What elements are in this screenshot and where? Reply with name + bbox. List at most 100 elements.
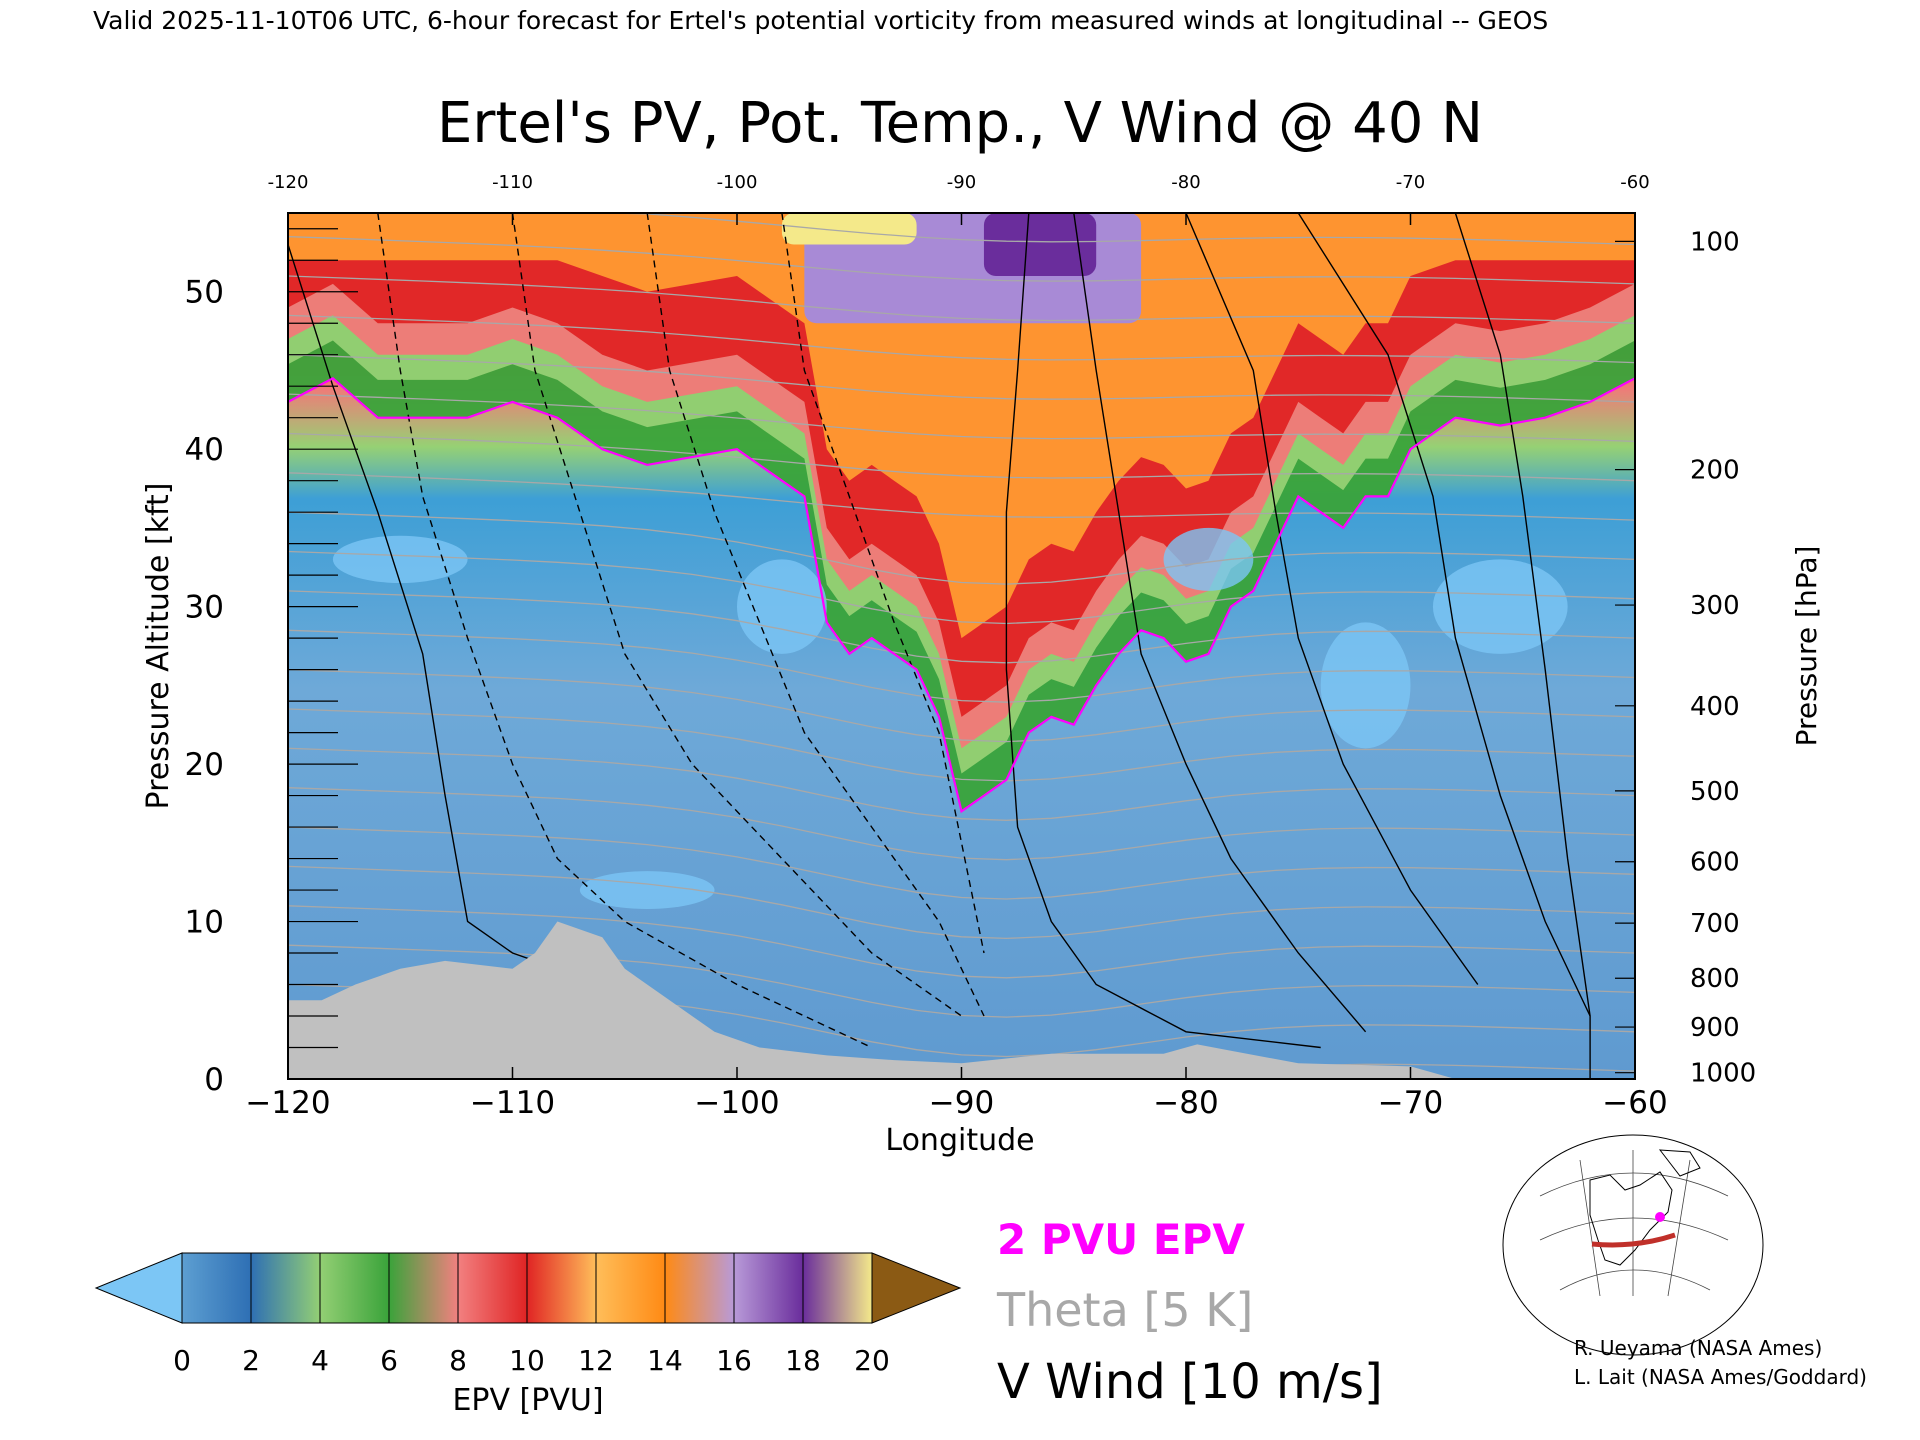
pressure-tick-label: 800 <box>1690 964 1740 994</box>
theta-isentrope <box>288 354 1635 403</box>
x-tick-label: −70 <box>1378 1085 1443 1121</box>
colorbar-tick-label: 0 <box>173 1344 191 1377</box>
theta-isentrope <box>288 787 1635 861</box>
theta-isentrope <box>288 747 1635 821</box>
x-tick-label: −80 <box>1153 1085 1218 1121</box>
v-wind-contour-negative <box>781 213 985 954</box>
colorbar-label: EPV [PVU] <box>452 1383 603 1418</box>
v-wind-contour-negative <box>377 213 872 1049</box>
colorbar-tick-label: 20 <box>854 1344 890 1377</box>
x-tick-label: −110 <box>470 1085 555 1121</box>
theta-isentrope <box>288 275 1635 324</box>
colorbar-tick-label: 12 <box>578 1344 614 1377</box>
x-tick-label-top: -100 <box>717 172 758 193</box>
y-axis-label: Pressure Altitude [kft] <box>141 483 176 810</box>
theta-isentrope <box>288 511 1635 585</box>
epv-core-yellow <box>781 213 917 245</box>
theta-isentrope <box>288 213 1635 246</box>
credit-line-1: R. Ueyama (NASA Ames) <box>1574 1336 1822 1360</box>
colorbar-under-arrow <box>94 1252 183 1324</box>
legend-entry: Theta [5 K] <box>996 1283 1253 1337</box>
x-tick-label-top: -60 <box>1620 172 1649 193</box>
v-wind-contour <box>1073 213 1367 1033</box>
theta-isentrope <box>288 472 1635 521</box>
colorbar-segment <box>250 1252 321 1324</box>
v-wind-contour-negative <box>646 213 985 1017</box>
pressure-tick-label: 400 <box>1690 692 1740 722</box>
low-epv-patch <box>1432 559 1568 654</box>
y-tick-label: 20 <box>185 747 224 783</box>
colorbar-segment <box>319 1252 390 1324</box>
colorbar-tick-label: 14 <box>647 1344 683 1377</box>
colorbar-tick-label: 6 <box>380 1344 398 1377</box>
x-axis-label: Longitude <box>885 1123 1034 1158</box>
low-epv-patch <box>1320 622 1411 749</box>
theta-isentrope <box>288 668 1635 743</box>
colorbar-segment <box>457 1252 528 1324</box>
low-epv-patch <box>332 535 468 584</box>
colorbar-segment <box>733 1252 804 1324</box>
colorbar-tick-label: 16 <box>716 1344 752 1377</box>
pressure-tick-label: 200 <box>1690 456 1740 486</box>
theta-isentrope <box>288 432 1635 482</box>
pressure-tick-label: 300 <box>1690 591 1740 621</box>
map-section-line <box>1591 1232 1676 1248</box>
terrain <box>288 921 1635 1079</box>
y-tick-label: 30 <box>185 590 224 626</box>
theta-isentrope <box>288 550 1635 625</box>
theta-isentrope <box>288 235 1635 285</box>
y-tick-label: 0 <box>204 1062 224 1098</box>
x-tick-label: −90 <box>929 1085 994 1121</box>
pressure-tick-label: 100 <box>1690 227 1740 257</box>
theta-isentrope <box>288 629 1635 703</box>
map-marker <box>1655 1212 1665 1222</box>
colorbar-tick-label: 18 <box>785 1344 821 1377</box>
pressure-tick-label: 900 <box>1690 1013 1740 1043</box>
low-epv-patch <box>737 559 827 654</box>
low-epv-patch <box>1163 527 1254 591</box>
colorbar-segment <box>595 1252 666 1324</box>
epv-core-purple <box>983 213 1097 276</box>
pressure-tick-label: 700 <box>1690 909 1740 939</box>
theta-isentrope <box>288 865 1635 940</box>
header-line: Valid 2025-11-10T06 UTC, 6-hour forecast… <box>93 6 1548 35</box>
colorbar-segment <box>802 1252 873 1324</box>
y-tick-label: 10 <box>185 905 224 941</box>
credit-line-2: L. Lait (NASA Ames/Goddard) <box>1574 1365 1867 1389</box>
colorbar-tick-label: 2 <box>242 1344 260 1377</box>
v-wind-contour <box>1297 213 1591 1017</box>
colorbar-over-arrow <box>871 1252 962 1324</box>
map-globe-outline <box>1502 1134 1764 1356</box>
plot-area <box>288 213 1635 1079</box>
colorbar-segment <box>526 1252 597 1324</box>
legend-entry: V Wind [10 m/s] <box>997 1354 1383 1410</box>
theta-isentrope <box>288 314 1635 364</box>
theta-isentrope <box>288 708 1635 782</box>
colorbar-segment <box>664 1252 735 1324</box>
x-tick-label: −60 <box>1602 1085 1667 1121</box>
colorbar-segment <box>388 1252 459 1324</box>
x-tick-label-top: -120 <box>268 172 309 193</box>
colorbar-tick-label: 4 <box>311 1344 329 1377</box>
x-tick-label-top: -80 <box>1171 172 1200 193</box>
x-tick-label-top: -70 <box>1396 172 1425 193</box>
pressure-tick-label: 500 <box>1690 777 1740 807</box>
v-wind-contour-negative <box>511 213 962 1017</box>
x-tick-label-top: -110 <box>492 172 533 193</box>
theta-isentrope <box>288 826 1635 900</box>
pressure-tick-label: 600 <box>1690 848 1740 878</box>
theta-isentrope <box>288 590 1635 664</box>
tropopause-2pvu-line <box>288 376 1635 814</box>
colorbar-segment <box>181 1252 252 1324</box>
colorbar-tick-label: 8 <box>449 1344 467 1377</box>
locator-map <box>1502 1134 1764 1356</box>
chart-title: Ertel's PV, Pot. Temp., V Wind @ 40 N <box>437 91 1483 156</box>
pressure-tick-label: 1000 <box>1690 1059 1756 1089</box>
legend-entry: 2 PVU EPV <box>997 1215 1245 1264</box>
epv-band-orange <box>288 213 1635 639</box>
v-wind-contour <box>1185 213 1479 985</box>
colorbar-tick-label: 10 <box>509 1344 545 1377</box>
v-wind-contour <box>1005 213 1321 1049</box>
y-tick-label: 40 <box>185 432 224 468</box>
